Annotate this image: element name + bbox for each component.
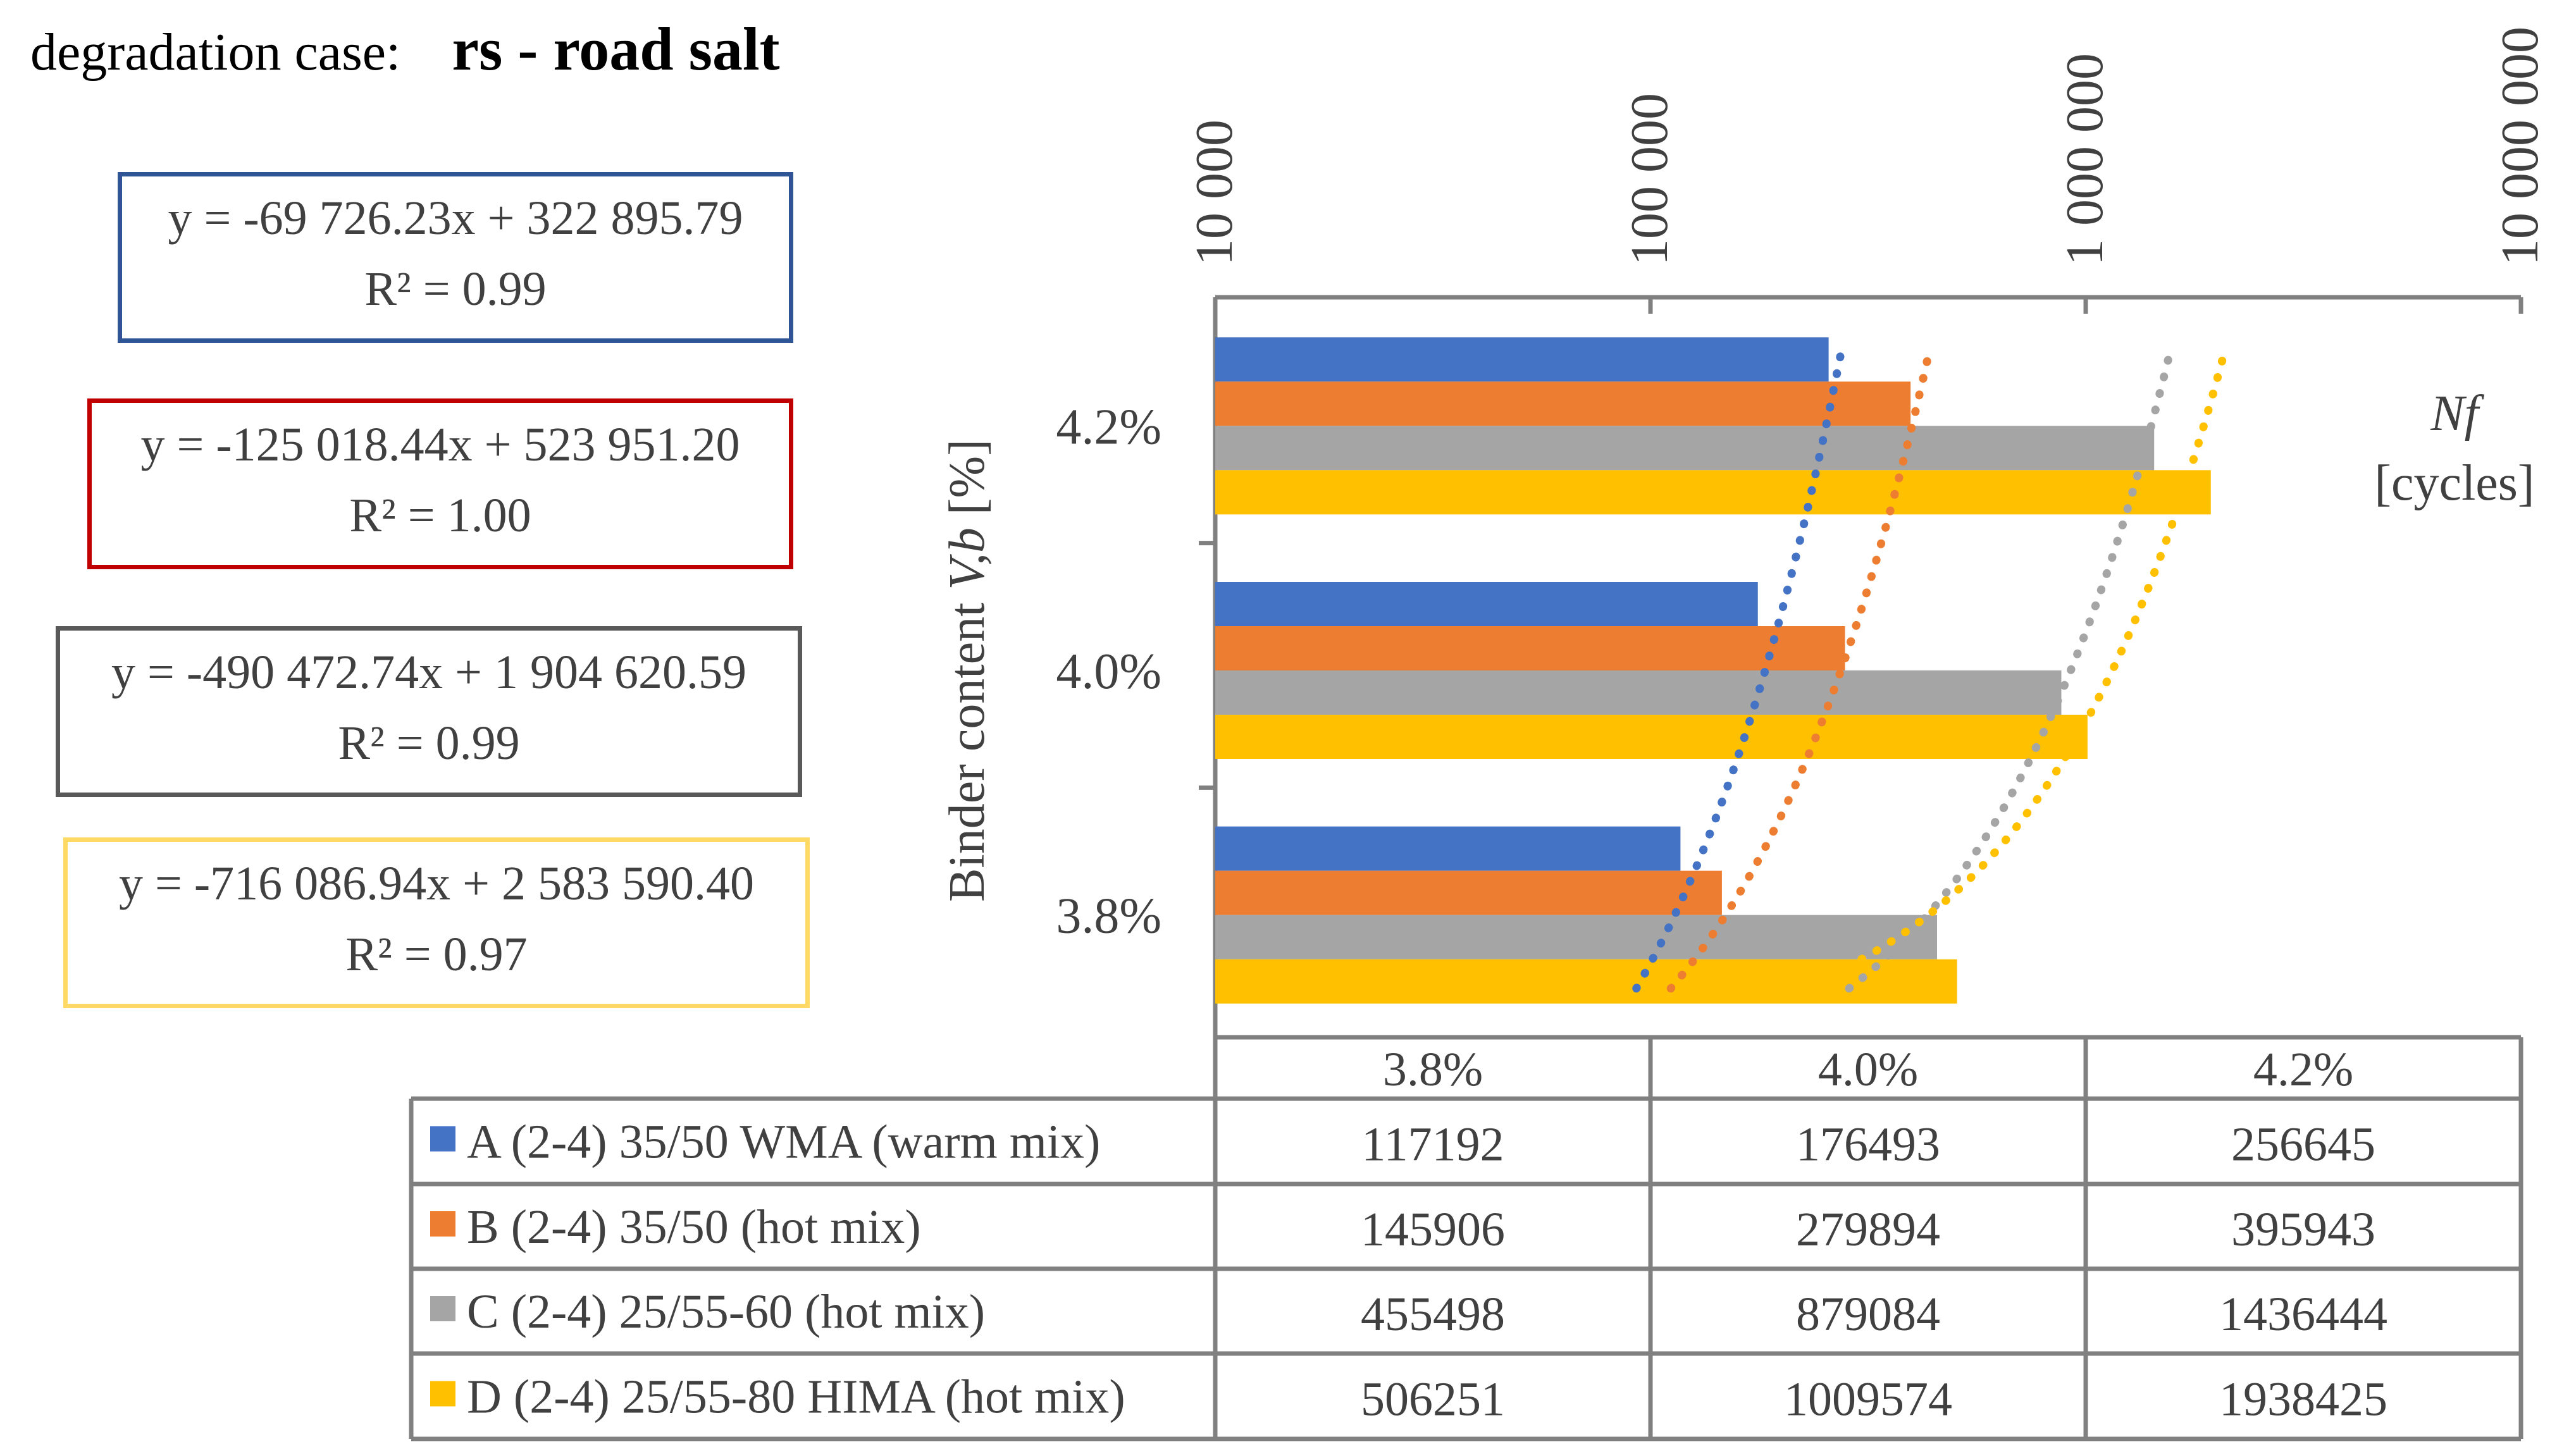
table-header-cell: 3.8% — [1383, 1043, 1483, 1096]
degradation-case: rs - road salt — [452, 15, 780, 83]
bar-b-4.0% — [1215, 626, 1845, 670]
legend-label: A (2-4) 35/50 WMA (warm mix) — [467, 1116, 1100, 1169]
legend-label: C (2-4) 25/55-60 (hot mix) — [467, 1285, 985, 1338]
table-value-cell: 395943 — [2231, 1203, 2375, 1256]
bar-b-4.2% — [1215, 381, 1911, 426]
bar-c-3.8% — [1215, 915, 1938, 959]
table-value-cell: 176493 — [1796, 1118, 1940, 1171]
legend-key-d — [430, 1381, 455, 1407]
y-axis-title: Binder content V,b [%] — [939, 439, 995, 902]
legend-key-a — [430, 1126, 455, 1152]
x-axis-title-unit: [cycles] — [2374, 455, 2534, 511]
bar-d-4.2% — [1215, 470, 2211, 515]
y-axis-title-unit: [%] — [939, 439, 995, 527]
x-tick-label: 1 000 000 — [2055, 53, 2114, 266]
r2-c: R² = 0.99 — [338, 717, 520, 770]
trendline-d — [1795, 348, 2229, 993]
y-tick-label: 4.2% — [1056, 399, 1161, 455]
legend-label: D (2-4) 25/55-80 HIMA (hot mix) — [467, 1371, 1125, 1424]
bar-c-4.2% — [1215, 426, 2155, 471]
table-value-cell: 506251 — [1361, 1373, 1505, 1426]
table-header-cell: 4.2% — [2253, 1043, 2353, 1096]
x-axis-title-variable: Nf — [2430, 386, 2484, 441]
table-value-cell: 1436444 — [2219, 1288, 2387, 1341]
legend-key-b — [430, 1211, 455, 1237]
equation-a: y = -69 726.23x + 322 895.79 — [168, 192, 743, 245]
bar-a-3.8% — [1215, 826, 1681, 871]
equation-d: y = -716 086.94x + 2 583 590.40 — [118, 857, 755, 910]
trendline-b — [1666, 348, 1933, 993]
table-header-cell: 4.0% — [1818, 1043, 1918, 1096]
table-value-cell: 117192 — [1361, 1118, 1504, 1171]
bar-a-4.2% — [1215, 337, 1829, 382]
y-tick-label: 4.0% — [1056, 644, 1161, 700]
x-tick-label: 10 000 000 — [2491, 27, 2549, 266]
table-value-cell: 879084 — [1796, 1288, 1940, 1341]
trendline-a — [1632, 348, 1845, 993]
table-value-cell: 1938425 — [2219, 1373, 2387, 1426]
y-axis-title-variable: V,b — [939, 527, 995, 590]
bar-d-4.0% — [1215, 715, 2088, 759]
trendline-c — [1845, 348, 2174, 993]
r2-a: R² = 0.99 — [364, 262, 547, 316]
bar-d-3.8% — [1215, 959, 1957, 1004]
r2-b: R² = 1.00 — [349, 489, 531, 542]
x-tick-label: 10 000 — [1185, 120, 1244, 266]
r2-d: R² = 0.97 — [345, 928, 528, 981]
equation-c: y = -490 472.74x + 1 904 620.59 — [111, 646, 747, 699]
header-label: degradation case: — [30, 23, 401, 82]
equation-box-c: y = -490 472.74x + 1 904 620.59 R² = 0.9… — [56, 626, 802, 797]
table-value-cell: 279894 — [1796, 1203, 1940, 1256]
table-value-cell: 256645 — [2231, 1118, 2375, 1171]
legend-key-c — [430, 1296, 455, 1321]
bar-b-3.8% — [1215, 870, 1722, 915]
equation-box-a: y = -69 726.23x + 322 895.79 R² = 0.99 — [118, 172, 793, 343]
y-tick-label: 3.8% — [1056, 889, 1161, 944]
table-value-cell: 455498 — [1361, 1288, 1505, 1341]
equation-box-d: y = -716 086.94x + 2 583 590.40 R² = 0.9… — [63, 837, 810, 1008]
table-value-cell: 1009574 — [1784, 1373, 1952, 1426]
y-axis-title-prefix: Binder content — [939, 590, 995, 902]
equation-box-b: y = -125 018.44x + 523 951.20 R² = 1.00 — [87, 398, 793, 569]
x-tick-label: 100 000 — [1620, 93, 1679, 266]
bar-a-4.0% — [1215, 582, 1758, 626]
equation-b: y = -125 018.44x + 523 951.20 — [140, 418, 740, 471]
table-value-cell: 145906 — [1361, 1203, 1505, 1256]
bar-c-4.0% — [1215, 670, 2062, 715]
chart-header: degradation case: rs - road salt — [30, 14, 780, 84]
legend-label: B (2-4) 35/50 (hot mix) — [467, 1200, 921, 1254]
